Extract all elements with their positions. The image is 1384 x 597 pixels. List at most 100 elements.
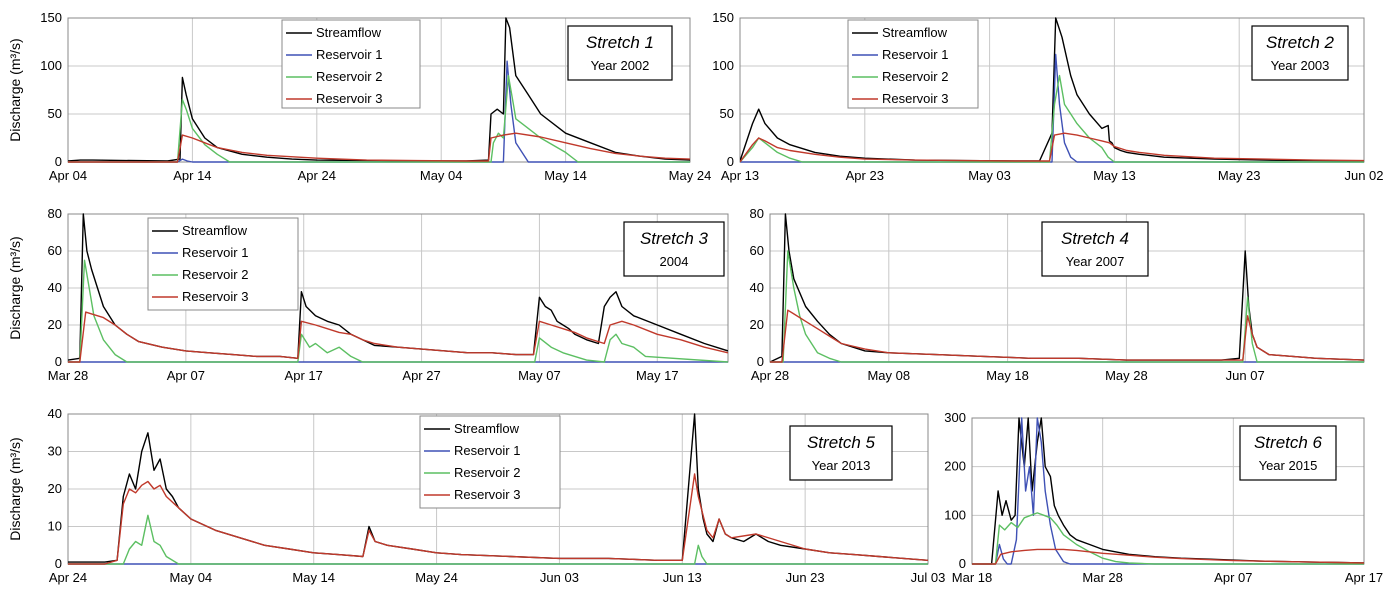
legend: Streamflow Reservoir 1 Reservoir 2 Reservoi… [281,19,421,109]
legend-entry: Reservoir 2 [316,69,382,84]
y-tick-label: 20 [750,317,764,332]
y-tick-label: 0 [757,354,764,369]
x-tick-label: May 04 [170,570,213,585]
chart-1: Apr 04 Apr 14 Apr 24 May 04 May 14 May 24 0 50 1… [7,10,711,183]
chart-3: Mar 28 Apr 07 Apr 17 Apr 27 May 07 May 17 0 20 4… [7,206,729,383]
x-tick-label: May 14 [292,570,335,585]
legend-entry: Reservoir 3 [316,91,382,106]
y-tick-label: 300 [944,410,966,425]
chart-subtitle: Year 2013 [812,458,871,473]
y-tick-label: 50 [720,106,734,121]
x-tick-label: Apr 17 [285,368,323,383]
x-tick-label: May 18 [986,368,1029,383]
title-box: Stretch 1 Year 2002 [567,25,673,81]
y-tick-label: 100 [944,507,966,522]
legend: Streamflow Reservoir 1 Reservoir 2 Reservoi… [847,19,979,109]
y-tick-label: 0 [55,154,62,169]
x-tick-label: May 08 [867,368,910,383]
y-tick-label: 10 [48,519,62,534]
y-tick-label: 40 [750,280,764,295]
x-tick-label: May 23 [1218,168,1261,183]
legend-entry: Reservoir 1 [882,47,948,62]
series-line-reservoir-2 [770,250,1364,363]
series-line-reservoir-3 [68,311,728,363]
x-tick-label: Mar 28 [48,368,88,383]
legend-entry: Streamflow [182,223,248,238]
legend-entry: Streamflow [882,25,948,40]
legend-entry: Reservoir 1 [316,47,382,62]
series-line-reservoir-3 [972,548,1364,565]
chart-title: Stretch 2 [1266,33,1335,52]
x-tick-label: Apr 07 [1214,570,1252,585]
y-tick-label: 80 [750,206,764,221]
x-tick-label: Jun 07 [1226,368,1265,383]
legend-entry: Reservoir 2 [882,69,948,84]
chart-subtitle: Year 2007 [1066,254,1125,269]
y-tick-label: 50 [48,106,62,121]
y-tick-label: 20 [48,317,62,332]
legend-entry: Reservoir 3 [454,487,520,502]
chart-subtitle: Year 2015 [1259,458,1318,473]
x-tick-label: May 07 [518,368,561,383]
series-line-reservoir-2 [68,514,928,565]
y-tick-label: 150 [40,10,62,25]
x-tick-label: May 03 [968,168,1011,183]
x-tick-label: Jun 13 [663,570,702,585]
x-tick-label: May 04 [420,168,463,183]
x-tick-label: Mar 28 [1082,570,1122,585]
legend-entry: Reservoir 1 [182,245,248,260]
chart-6: Mar 18 Mar 28 Apr 07 Apr 17 0 100 200 300 Stretc… [944,410,1383,585]
series-line-reservoir-2 [972,512,1364,565]
x-tick-label: Apr 13 [721,168,759,183]
y-tick-label: 60 [48,243,62,258]
chart-subtitle: 2004 [660,254,689,269]
chart-subtitle: Year 2002 [591,58,650,73]
series-line-reservoir-3 [68,132,690,163]
x-tick-label: Apr 28 [751,368,789,383]
x-tick-label: Mar 18 [952,570,992,585]
y-tick-label: 0 [959,556,966,571]
x-tick-label: Jun 23 [786,570,825,585]
y-tick-label: 20 [48,481,62,496]
y-tick-label: 100 [40,58,62,73]
series-line-reservoir-3 [68,473,928,565]
x-tick-label: May 13 [1093,168,1136,183]
y-tick-label: 40 [48,406,62,421]
y-tick-label: 200 [944,459,966,474]
legend-entry: Streamflow [454,421,520,436]
legend-entry: Reservoir 2 [182,267,248,282]
x-tick-label: Jun 03 [540,570,579,585]
y-axis-label: Discharge (m³/s) [7,38,23,141]
y-axis-label: Discharge (m³/s) [7,437,23,540]
x-tick-label: Apr 17 [1345,570,1383,585]
legend: Streamflow Reservoir 1 Reservoir 2 Reservoi… [419,415,561,509]
x-tick-label: May 14 [544,168,587,183]
title-box: Stretch 3 2004 [623,221,725,277]
chart-5: Apr 24 May 04 May 14 May 24 Jun 03 Jun 13 Jun … [7,406,945,585]
x-tick-label: Apr 23 [846,168,884,183]
y-tick-label: 40 [48,280,62,295]
x-tick-label: Apr 07 [167,368,205,383]
legend-entry: Reservoir 3 [182,289,248,304]
x-tick-label: May 24 [669,168,712,183]
legend: Streamflow Reservoir 1 Reservoir 2 Reservoi… [147,217,299,311]
y-tick-label: 80 [48,206,62,221]
legend-entry: Reservoir 1 [454,443,520,458]
x-tick-label: Apr 24 [49,570,87,585]
y-axis-label: Discharge (m³/s) [7,236,23,339]
chart-4: Apr 28 May 08 May 18 May 28 Jun 07 0 20 40 60 80 S… [750,206,1365,383]
x-tick-label: May 24 [415,570,458,585]
chart-title: Stretch 3 [640,229,709,248]
y-tick-label: 60 [750,243,764,258]
chart-title: Stretch 1 [586,33,654,52]
title-box: Stretch 5 Year 2013 [789,425,893,481]
legend-entry: Reservoir 2 [454,465,520,480]
x-tick-label: Jun 02 [1344,168,1383,183]
chart-title: Stretch 6 [1254,433,1323,452]
x-tick-label: May 28 [1105,368,1148,383]
series-line-reservoir-2 [68,259,728,363]
series-line-reservoir-1 [68,60,690,163]
legend-entry: Streamflow [316,25,382,40]
x-tick-label: Apr 14 [173,168,211,183]
title-box: Stretch 4 Year 2007 [1041,221,1149,277]
